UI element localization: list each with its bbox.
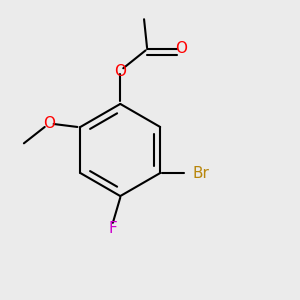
- Text: O: O: [43, 116, 55, 131]
- Text: O: O: [114, 64, 126, 79]
- Text: Br: Br: [193, 166, 210, 181]
- Text: F: F: [109, 221, 117, 236]
- Text: O: O: [175, 41, 187, 56]
